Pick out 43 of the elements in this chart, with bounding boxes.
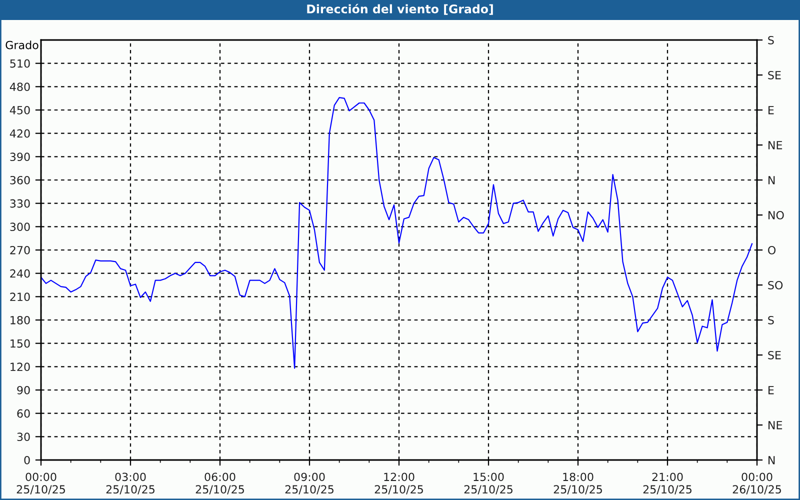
category-label: SO [768,280,783,290]
y-tick-label: 180 [10,316,30,324]
y-tick-label: 450 [10,106,30,114]
category-label: S [768,316,774,324]
x-tick-label: 12:00 25/10/25 [374,472,423,494]
category-label: SE [768,70,781,80]
y-tick-label: 360 [10,176,30,184]
y-tick-label: 240 [10,269,30,278]
y-tick-label: 90 [17,386,30,394]
x-tick-label: 09:00 25/10/25 [285,472,334,494]
category-label: N [768,456,775,464]
y-tick-label: 60 [17,409,30,418]
y-tick-label: 30 [17,432,30,442]
chart-title: Dirección del viento [Grado] [307,4,493,15]
y-tick-label: 210 [10,292,30,302]
x-tick-label: 03:00 25/10/25 [106,472,154,494]
y-tick-label: 300 [10,222,30,232]
y-tick-label: 480 [10,82,30,92]
x-tick-label: 15:00 25/10/25 [464,472,512,494]
x-tick-label: 06:00 25/10/25 [196,472,244,494]
y-tick-label: 420 [10,129,30,138]
line-series [41,97,753,369]
y-tick-label: 390 [10,152,30,162]
category-label: NE [768,421,782,430]
x-tick-label: 21:00 25/10/25 [643,472,692,494]
category-label: NO [768,210,784,220]
y-tick-label: 150 [10,339,30,348]
category-label: NE [768,141,782,150]
y-tick-label: 270 [10,246,30,254]
y-axis-title: Grado [6,40,38,50]
x-tick-label: 00:00 25/10/25 [16,472,65,494]
category-label: E [768,386,774,394]
x-tick-label: 18:00 25/10/25 [554,472,602,494]
category-label: E [768,106,774,114]
category-label: SE [768,350,781,360]
x-tick-label: 00:00 26/10/25 [732,472,781,494]
category-label: N [768,176,775,184]
y-tick-label: 120 [10,362,30,372]
category-label: S [768,36,774,44]
y-tick-label: 330 [10,199,30,208]
y-tick-label: 0 [24,456,30,464]
y-tick-label: 510 [10,59,30,68]
category-label: O [768,246,776,254]
